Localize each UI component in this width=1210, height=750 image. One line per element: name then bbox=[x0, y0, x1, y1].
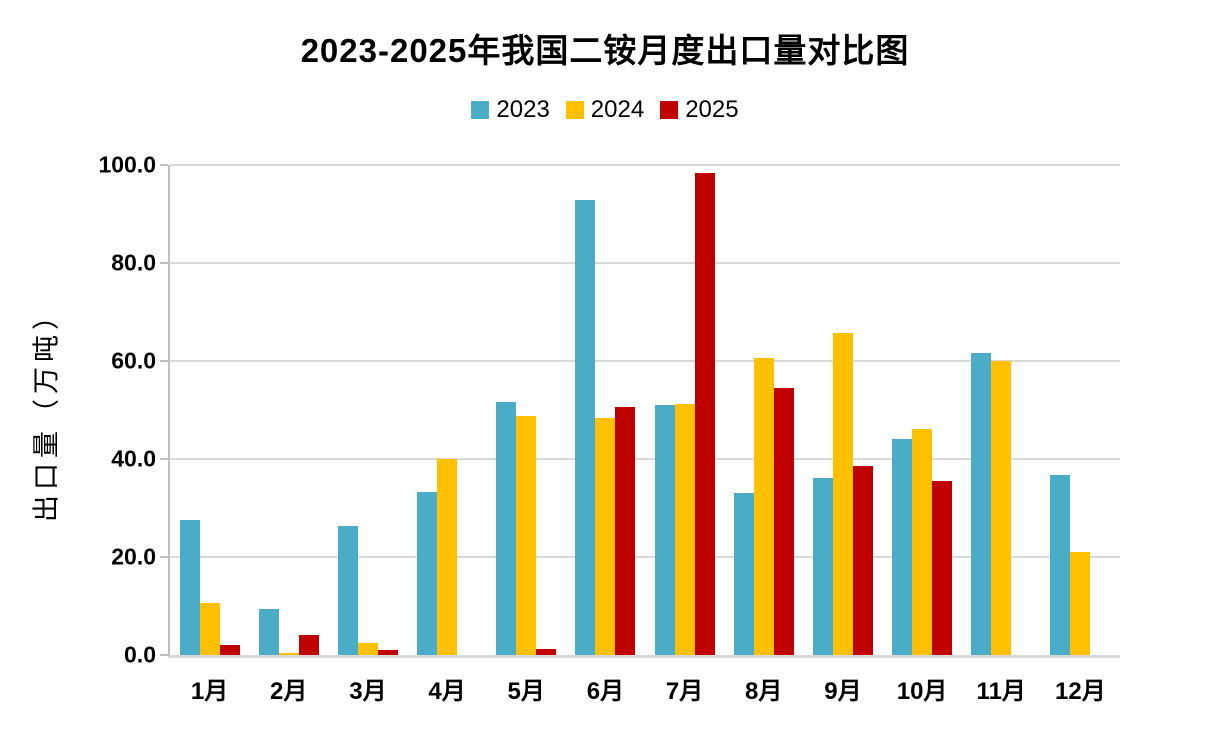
bar-2023-6月 bbox=[575, 199, 596, 655]
x-axis-label-9月: 9月 bbox=[824, 678, 862, 705]
y-tick-mark-60 bbox=[160, 360, 168, 362]
x-axis-label-10月: 10月 bbox=[896, 678, 948, 705]
bar-group-8月 bbox=[724, 165, 803, 655]
bar-2024-10月 bbox=[912, 429, 933, 655]
bar-2024-12月 bbox=[1070, 551, 1091, 655]
bar-2023-7月 bbox=[654, 405, 675, 655]
legend-item-2024: 2024 bbox=[565, 96, 645, 124]
gridline-80 bbox=[170, 262, 1120, 264]
bar-group-11月 bbox=[962, 165, 1041, 655]
bar-2024-4月 bbox=[437, 459, 458, 655]
x-axis-label-4月: 4月 bbox=[428, 678, 466, 705]
x-axis-label-8月: 8月 bbox=[745, 678, 783, 705]
bar-2023-1月 bbox=[179, 520, 200, 655]
bar-group-3月 bbox=[328, 165, 407, 655]
x-axis-label-5月: 5月 bbox=[507, 678, 545, 705]
bar-2023-5月 bbox=[496, 402, 517, 655]
x-axis-label-2月: 2月 bbox=[270, 678, 308, 705]
gridline-20 bbox=[170, 556, 1120, 558]
y-tick-mark-100 bbox=[160, 164, 168, 166]
y-tick-label-80: 80.0 bbox=[111, 249, 156, 276]
bar-2023-2月 bbox=[258, 609, 279, 655]
gridline-60 bbox=[170, 360, 1120, 362]
x-axis-label-11月: 11月 bbox=[976, 678, 1026, 705]
bar-2025-3月 bbox=[377, 650, 398, 655]
bar-2025-9月 bbox=[852, 465, 873, 655]
y-tick-label-40: 40.0 bbox=[111, 445, 156, 472]
gridline-40 bbox=[170, 458, 1120, 460]
bar-2024-9月 bbox=[832, 332, 853, 655]
bar-2025-5月 bbox=[536, 649, 557, 655]
bar-2023-11月 bbox=[971, 353, 992, 655]
y-tick-mark-20 bbox=[160, 556, 168, 558]
bar-2024-3月 bbox=[357, 642, 378, 655]
y-tick-mark-80 bbox=[160, 262, 168, 264]
bar-2024-8月 bbox=[753, 358, 774, 655]
y-tick-mark-0 bbox=[160, 654, 168, 656]
legend-swatch-2023 bbox=[471, 101, 490, 119]
bar-2025-2月 bbox=[298, 634, 319, 655]
bar-group-6月 bbox=[566, 165, 645, 655]
y-axis-title-strip: 出口量（万吨） bbox=[14, 165, 74, 655]
bar-2023-12月 bbox=[1050, 474, 1071, 655]
x-axis-label-1月: 1月 bbox=[190, 678, 229, 705]
legend-label-2024: 2024 bbox=[590, 96, 645, 123]
legend-label-2025: 2025 bbox=[685, 96, 739, 123]
bar-2023-9月 bbox=[812, 477, 833, 655]
y-axis-title: 出口量（万吨） bbox=[31, 298, 62, 522]
legend-item-2025: 2025 bbox=[660, 96, 739, 124]
x-axis-label-7月: 7月 bbox=[665, 678, 704, 705]
bar-2024-2月 bbox=[278, 652, 299, 655]
bar-2023-10月 bbox=[892, 439, 913, 655]
y-tick-mark-40 bbox=[160, 458, 168, 460]
bar-group-5月 bbox=[487, 165, 566, 655]
bar-2024-7月 bbox=[674, 404, 695, 655]
bar-2024-5月 bbox=[516, 415, 537, 655]
gridline-100 bbox=[170, 164, 1120, 166]
y-tick-label-100: 100.0 bbox=[98, 151, 156, 178]
bar-group-10月 bbox=[883, 165, 962, 655]
bar-2024-11月 bbox=[991, 361, 1012, 655]
x-axis-label-6月: 6月 bbox=[586, 678, 625, 705]
bar-group-4月 bbox=[408, 165, 487, 655]
y-tick-label-0: 0.0 bbox=[124, 641, 156, 668]
bar-2024-6月 bbox=[595, 417, 616, 655]
x-axis-label-3月: 3月 bbox=[349, 678, 387, 705]
bar-2024-1月 bbox=[199, 602, 220, 655]
legend: 2023 2024 2025 bbox=[0, 96, 1210, 124]
bar-2025-8月 bbox=[773, 387, 794, 655]
legend-item-2023: 2023 bbox=[471, 96, 550, 124]
legend-swatch-2024 bbox=[565, 101, 584, 119]
legend-label-2023: 2023 bbox=[496, 96, 550, 123]
y-tick-label-60: 60.0 bbox=[111, 347, 156, 374]
bar-2025-10月 bbox=[932, 480, 953, 655]
bar-group-9月 bbox=[803, 165, 882, 655]
bar-2023-8月 bbox=[733, 493, 754, 655]
plot-area: 0.0 20.0 40.0 60.0 80.0 100.0 1月 2月 3月 4月 5月 6月 7月 8月… bbox=[98, 152, 1120, 705]
chart-title: 2023-2025年我国二铵月度出口量对比图 bbox=[300, 32, 910, 69]
bar-group-1月 bbox=[170, 165, 249, 655]
legend-swatch-2025 bbox=[660, 101, 679, 119]
bar-group-12月 bbox=[1041, 165, 1120, 655]
x-axis-label-12月: 12月 bbox=[1055, 678, 1106, 705]
bar-2025-6月 bbox=[615, 407, 636, 655]
bar-2025-7月 bbox=[694, 172, 715, 655]
bar-2023-3月 bbox=[337, 526, 358, 655]
bar-2023-4月 bbox=[417, 491, 438, 655]
bar-group-2月 bbox=[249, 165, 328, 655]
y-tick-label-20: 20.0 bbox=[111, 543, 156, 570]
bar-group-7月 bbox=[645, 165, 724, 655]
bar-2025-1月 bbox=[219, 644, 240, 655]
